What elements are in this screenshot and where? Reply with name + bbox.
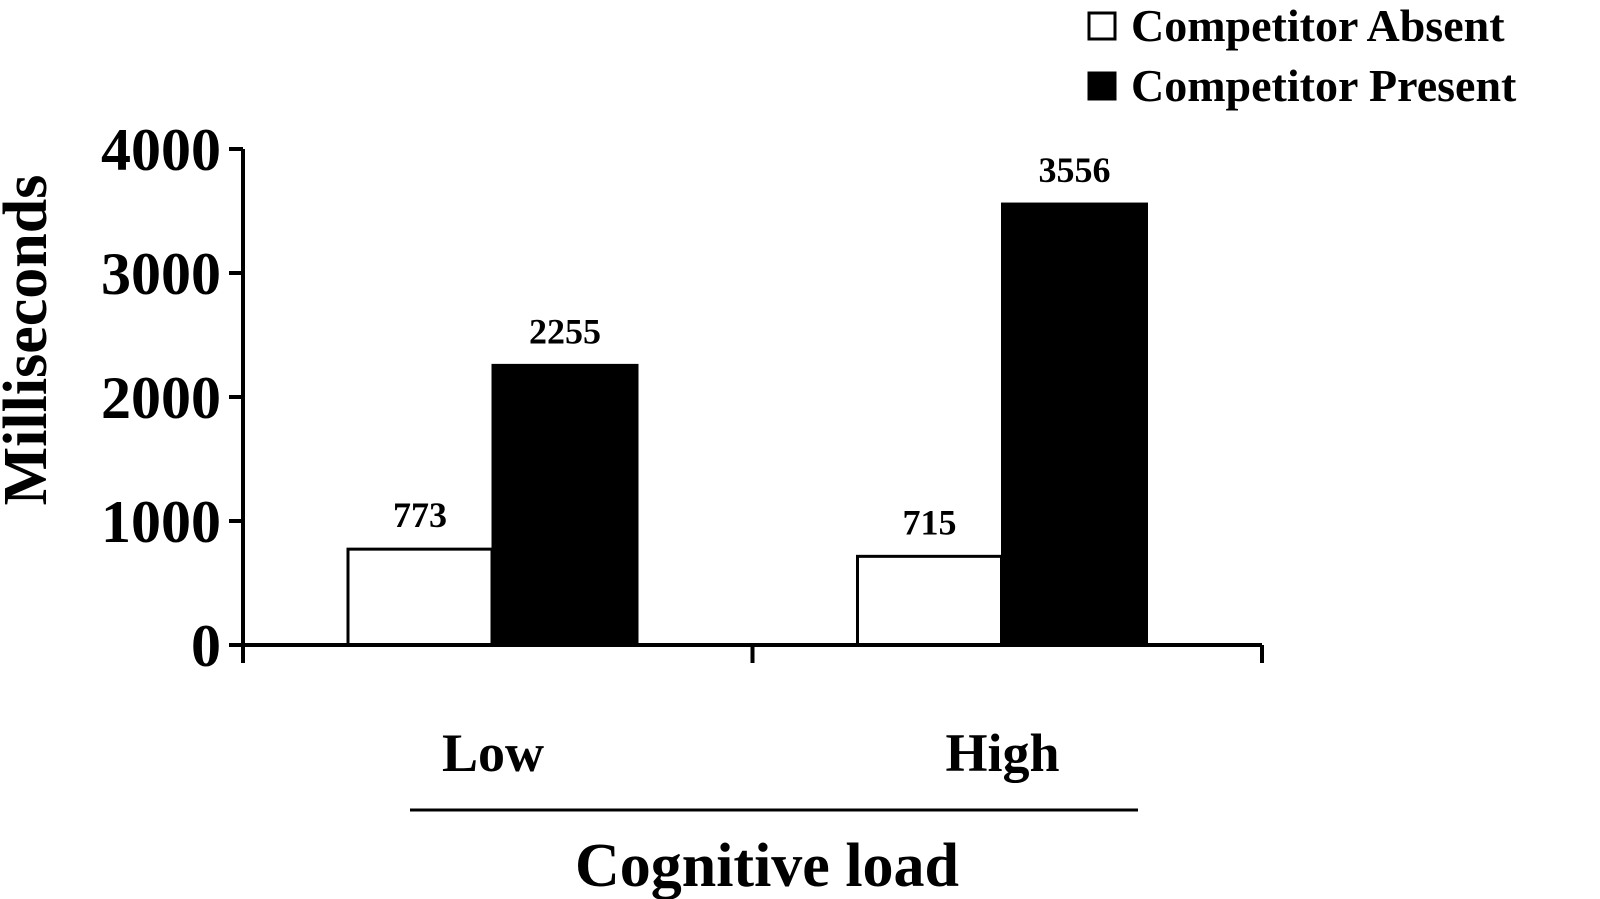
bar-present-high <box>1001 202 1148 647</box>
bar-absent-high <box>856 554 1003 647</box>
bar-present-low <box>491 363 639 647</box>
legend-swatch <box>1087 11 1117 41</box>
y-ticks: 0 1000 2000 3000 4000 <box>101 117 243 679</box>
y-tick-label: 1000 <box>101 489 221 555</box>
y-tick-label: 2000 <box>101 365 221 431</box>
bar-absent-low <box>346 547 494 647</box>
data-label: 2255 <box>529 311 601 351</box>
legend: Competitor Absent Competitor Present <box>1087 0 1517 111</box>
data-label: 3556 <box>1039 150 1111 190</box>
bars <box>346 202 1148 647</box>
data-labels: 773 2255 715 3556 <box>393 150 1111 542</box>
data-label: 773 <box>393 495 447 535</box>
category-label-high: High <box>945 723 1059 783</box>
y-tick-label: 4000 <box>101 117 221 183</box>
data-label: 715 <box>903 502 957 542</box>
x-axis-title: Cognitive load <box>575 832 959 899</box>
category-label-low: Low <box>442 723 544 783</box>
x-ticks <box>241 645 1264 663</box>
category-labels: Low High <box>442 723 1060 783</box>
y-axis: 0 1000 2000 3000 4000 <box>101 117 245 679</box>
y-tick-label: 0 <box>191 613 221 679</box>
y-axis-title: Milliseconds <box>0 175 60 506</box>
legend-label: Competitor Absent <box>1131 0 1505 51</box>
legend-label: Competitor Present <box>1131 60 1517 111</box>
y-tick-label: 3000 <box>101 241 221 307</box>
legend-swatch <box>1087 71 1117 101</box>
x-axis <box>241 643 1264 663</box>
